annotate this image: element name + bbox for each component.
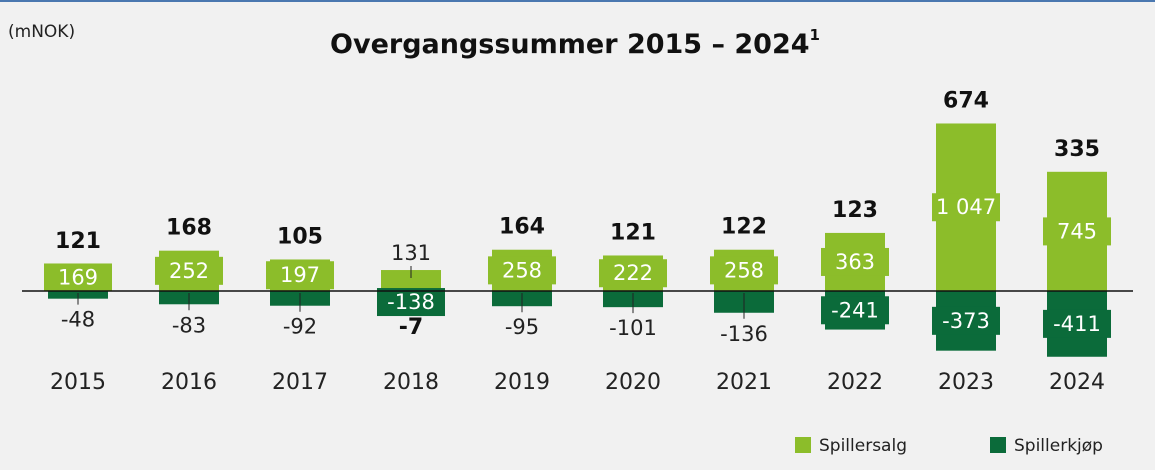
- label-box: [488, 256, 556, 285]
- label-box: [599, 259, 667, 288]
- total-label: 121: [610, 220, 656, 245]
- top-border: [0, 0, 1155, 2]
- total-label: -7: [399, 315, 423, 340]
- label-box: [932, 193, 1000, 222]
- total-label: 674: [943, 88, 989, 113]
- legend-swatch: [990, 437, 1006, 453]
- value-label: -373: [942, 309, 990, 333]
- label-box: [821, 296, 889, 325]
- value-label: 169: [58, 265, 98, 289]
- x-tick-label: 2015: [50, 370, 106, 395]
- value-label: 745: [1057, 219, 1097, 243]
- total-label: 121: [55, 229, 101, 254]
- x-tick-label: 2024: [1049, 370, 1105, 395]
- value-label: -101: [609, 316, 657, 340]
- label-box: [1043, 309, 1111, 338]
- title-text: Overgangssummer 2015 – 2024: [330, 29, 810, 60]
- value-label: -83: [172, 313, 206, 337]
- label-box: [1043, 217, 1111, 246]
- value-label: 222: [613, 261, 653, 285]
- value-label: -411: [1053, 312, 1101, 336]
- x-tick-label: 2019: [494, 370, 550, 395]
- label-box: [377, 288, 445, 317]
- value-label: 131: [391, 241, 431, 265]
- total-label: 105: [277, 224, 323, 249]
- title-footnote: 1: [810, 26, 820, 44]
- label-box: [932, 306, 1000, 335]
- value-label: -92: [283, 315, 317, 339]
- value-label: -136: [720, 322, 768, 346]
- value-label: 197: [280, 263, 320, 287]
- bar: [381, 270, 441, 291]
- value-label: 1 047: [936, 195, 996, 219]
- x-tick-label: 2022: [827, 370, 883, 395]
- unit-label: (mNOK): [8, 22, 75, 42]
- label-box: [155, 256, 223, 285]
- total-label: 122: [721, 215, 767, 240]
- total-label: 123: [832, 198, 878, 223]
- label-box: [821, 247, 889, 276]
- x-tick-label: 2020: [605, 370, 661, 395]
- value-label: -138: [387, 290, 435, 314]
- x-tick-label: 2023: [938, 370, 994, 395]
- x-tick-label: 2016: [161, 370, 217, 395]
- value-label: -241: [831, 298, 879, 322]
- value-label: 258: [724, 258, 764, 282]
- legend-label: Spillerkjøp: [1014, 436, 1103, 456]
- total-label: 168: [166, 216, 212, 241]
- value-label: -95: [505, 315, 539, 339]
- total-label: 335: [1054, 137, 1100, 162]
- x-tick-label: 2017: [272, 370, 328, 395]
- label-box: [710, 256, 778, 285]
- chart-title: Overgangssummer 2015 – 20241: [330, 26, 820, 60]
- label-box: [44, 263, 112, 292]
- x-tick-label: 2021: [716, 370, 772, 395]
- x-tick-label: 2018: [383, 370, 439, 395]
- legend-swatch: [795, 437, 811, 453]
- value-label: 252: [169, 259, 209, 283]
- value-label: 363: [835, 250, 875, 274]
- legend-label: Spillersalg: [819, 436, 907, 456]
- total-label: 164: [499, 215, 545, 240]
- value-label: -48: [61, 308, 95, 332]
- label-box: [266, 261, 334, 290]
- value-label: 258: [502, 258, 542, 282]
